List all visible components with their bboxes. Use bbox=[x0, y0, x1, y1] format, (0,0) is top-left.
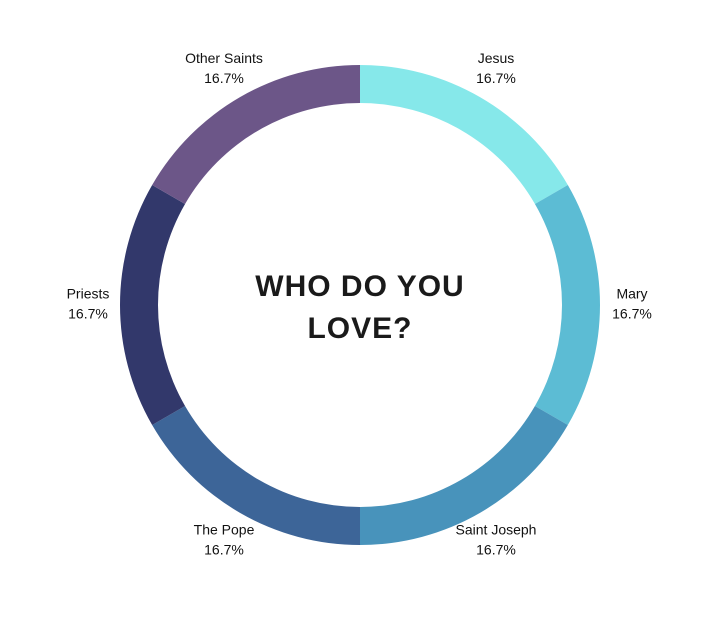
donut-slice bbox=[360, 65, 568, 204]
slice-label: Priests bbox=[67, 286, 110, 302]
slice-value-label: 16.7% bbox=[476, 70, 516, 86]
slice-label: Other Saints bbox=[185, 50, 263, 66]
slice-label: Saint Joseph bbox=[456, 521, 537, 537]
donut-slice bbox=[534, 185, 600, 425]
donut-slice bbox=[120, 185, 186, 425]
slice-value-label: 16.7% bbox=[476, 541, 516, 557]
donut-slice bbox=[360, 406, 568, 545]
chart-title: WHO DO YOU LOVE? bbox=[255, 270, 465, 345]
slice-value-label: 16.7% bbox=[612, 306, 652, 322]
slice-label: Jesus bbox=[478, 50, 515, 66]
donut-slice bbox=[152, 65, 360, 204]
slice-value-label: 16.7% bbox=[204, 541, 244, 557]
donut-slice bbox=[152, 406, 360, 545]
slice-value-label: 16.7% bbox=[204, 70, 244, 86]
slice-label: The Pope bbox=[194, 521, 255, 537]
slice-label: Mary bbox=[616, 286, 647, 302]
slice-value-label: 16.7% bbox=[68, 306, 108, 322]
